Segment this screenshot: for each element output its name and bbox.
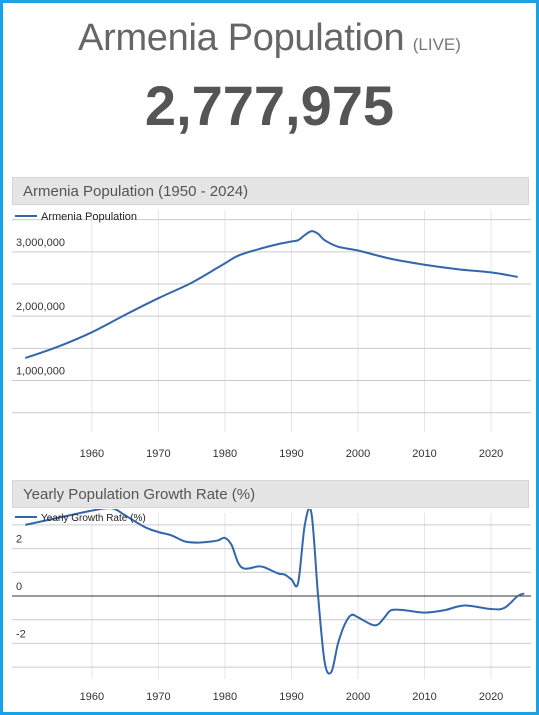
population-counter: 2,777,975 (144, 74, 395, 137)
y-tick-label: 2 (16, 534, 22, 546)
population-chart: 1,000,000 2,000,000 3,000,000 1960 1970 1980 1… (12, 210, 531, 460)
x-tick-label: 1980 (213, 691, 237, 703)
y-tick-label: -2 (16, 628, 26, 640)
x-tick-label: 1990 (279, 448, 303, 460)
legend-label[interactable]: Armenia Population (41, 211, 137, 223)
population-chart-header: Armenia Population (1950 - 2024) (12, 177, 529, 205)
x-tick-label: 2000 (346, 691, 370, 703)
title-text: Armenia Population (78, 17, 405, 59)
y-tick-label: 1,000,000 (16, 366, 65, 378)
growth-chart-header: Yearly Population Growth Rate (%) (12, 480, 529, 508)
y-tick-label: 2,000,000 (16, 301, 65, 313)
legend-label[interactable]: Yearly Growth Rate (%) (41, 513, 146, 524)
x-tick-label: 2010 (412, 448, 436, 460)
x-tick-label: 1980 (213, 448, 237, 460)
x-tick-label: 1960 (80, 691, 104, 703)
x-tick-label: 2020 (479, 691, 503, 703)
y-tick-label: 3,000,000 (16, 237, 65, 249)
series-line (25, 509, 525, 675)
x-tick-label: 1970 (146, 448, 170, 460)
y-tick-label: 0 (16, 581, 22, 593)
x-tick-label: 2020 (479, 448, 503, 460)
x-tick-label: 1990 (279, 691, 303, 703)
x-tick-label: 2010 (412, 691, 436, 703)
growth-chart: 2 0 -2 1960 1970 1980 1990 2000 2010 2020 Yearly G… (12, 509, 531, 703)
x-tick-label: 2000 (346, 448, 370, 460)
page-title: Armenia Population (LIVE) (3, 17, 536, 60)
series-line (24, 230, 518, 359)
x-tick-label: 1970 (146, 691, 170, 703)
x-tick-label: 1960 (80, 448, 104, 460)
live-label: (LIVE) (412, 35, 461, 54)
